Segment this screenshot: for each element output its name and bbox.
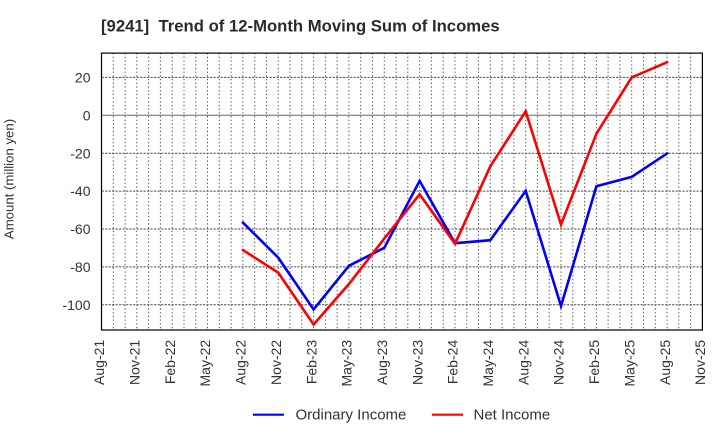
svg-text:Feb-25: Feb-25 (586, 340, 602, 385)
svg-text:Amount (million yen): Amount (million yen) (2, 119, 17, 239)
svg-text:Nov-22: Nov-22 (268, 340, 284, 385)
svg-text:-40: -40 (70, 183, 90, 199)
svg-text:-80: -80 (70, 259, 90, 275)
svg-text:Net Income: Net Income (474, 407, 551, 424)
svg-text:Aug-21: Aug-21 (91, 340, 107, 385)
svg-text:Nov-21: Nov-21 (127, 340, 143, 385)
svg-text:Nov-24: Nov-24 (551, 340, 567, 385)
svg-text:Aug-23: Aug-23 (374, 340, 390, 385)
svg-text:Feb-22: Feb-22 (162, 340, 178, 385)
svg-text:May-25: May-25 (621, 340, 637, 387)
svg-text:Nov-25: Nov-25 (692, 340, 708, 385)
svg-text:May-23: May-23 (339, 340, 355, 387)
svg-text:Aug-25: Aug-25 (657, 340, 673, 385)
svg-text:Feb-23: Feb-23 (303, 340, 319, 385)
svg-text:Ordinary Income: Ordinary Income (296, 407, 407, 424)
svg-text:Nov-23: Nov-23 (409, 340, 425, 385)
svg-text:Feb-24: Feb-24 (445, 340, 461, 385)
svg-text:0: 0 (83, 107, 91, 123)
svg-text:-60: -60 (70, 221, 90, 237)
svg-text:Aug-24: Aug-24 (515, 340, 531, 385)
svg-text:-20: -20 (70, 145, 90, 161)
svg-text:May-24: May-24 (480, 340, 496, 387)
svg-text:[9241] Trend of 12-Month Movi: [9241] Trend of 12-Month Moving Sum of I… (101, 16, 500, 35)
svg-text:May-22: May-22 (197, 340, 213, 387)
svg-text:-100: -100 (62, 297, 90, 313)
svg-text:20: 20 (75, 70, 91, 86)
svg-text:Aug-22: Aug-22 (233, 340, 249, 385)
